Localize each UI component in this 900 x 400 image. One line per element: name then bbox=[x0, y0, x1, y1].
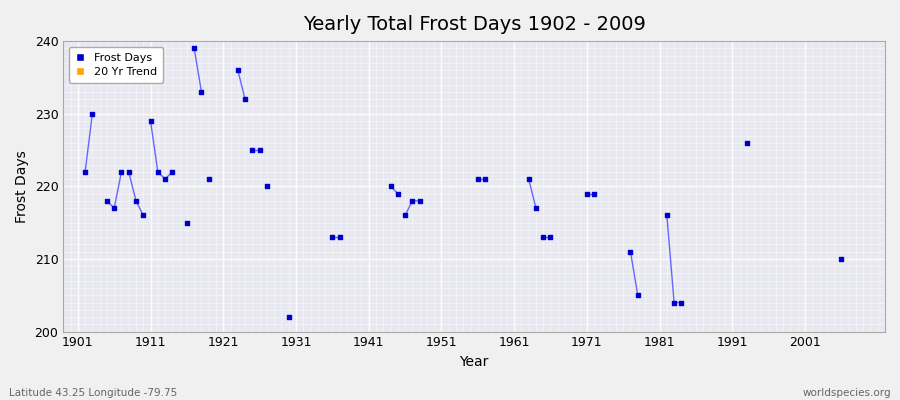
Text: worldspecies.org: worldspecies.org bbox=[803, 388, 891, 398]
Point bbox=[194, 89, 209, 95]
Point bbox=[667, 299, 681, 306]
Title: Yearly Total Frost Days 1902 - 2009: Yearly Total Frost Days 1902 - 2009 bbox=[302, 15, 645, 34]
Point bbox=[158, 176, 172, 182]
Legend: Frost Days, 20 Yr Trend: Frost Days, 20 Yr Trend bbox=[68, 47, 163, 83]
Point bbox=[587, 190, 601, 197]
Point bbox=[86, 110, 100, 117]
Point bbox=[143, 118, 157, 124]
Point bbox=[238, 96, 252, 102]
Point bbox=[412, 198, 427, 204]
Point bbox=[187, 45, 202, 52]
Point bbox=[536, 234, 551, 240]
Point bbox=[471, 176, 485, 182]
Point bbox=[521, 176, 535, 182]
Point bbox=[100, 198, 114, 204]
Point bbox=[405, 198, 419, 204]
Point bbox=[544, 234, 558, 240]
Point bbox=[166, 169, 180, 175]
Point bbox=[391, 190, 405, 197]
Point bbox=[114, 169, 129, 175]
Point bbox=[122, 169, 136, 175]
Point bbox=[660, 212, 674, 218]
Point bbox=[252, 147, 266, 153]
Point bbox=[529, 205, 544, 211]
Point bbox=[202, 176, 216, 182]
Point bbox=[129, 198, 143, 204]
X-axis label: Year: Year bbox=[460, 355, 489, 369]
Text: Latitude 43.25 Longitude -79.75: Latitude 43.25 Longitude -79.75 bbox=[9, 388, 177, 398]
Point bbox=[631, 292, 645, 298]
Point bbox=[260, 183, 274, 190]
Point bbox=[107, 205, 122, 211]
Point bbox=[834, 256, 849, 262]
Point bbox=[180, 220, 194, 226]
Point bbox=[740, 140, 754, 146]
Point bbox=[580, 190, 594, 197]
Point bbox=[230, 67, 245, 73]
Point bbox=[478, 176, 492, 182]
Point bbox=[325, 234, 339, 240]
Point bbox=[282, 314, 296, 320]
Point bbox=[150, 169, 165, 175]
Y-axis label: Frost Days: Frost Days bbox=[15, 150, 29, 223]
Point bbox=[78, 169, 93, 175]
Point bbox=[383, 183, 398, 190]
Point bbox=[624, 248, 638, 255]
Point bbox=[332, 234, 347, 240]
Point bbox=[136, 212, 150, 218]
Point bbox=[245, 147, 259, 153]
Point bbox=[398, 212, 412, 218]
Point bbox=[674, 299, 688, 306]
